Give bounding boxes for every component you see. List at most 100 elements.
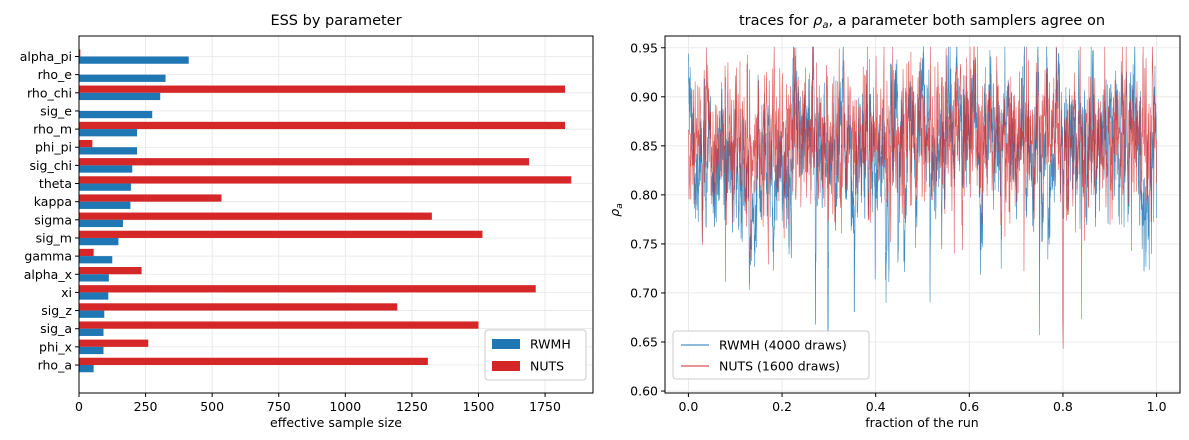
trace-y-tick-label: 0.70 [630,285,658,300]
ess-bar-nuts [79,194,222,202]
ess-bar-rwmh [79,92,161,101]
trace-plot-frame [664,35,1181,394]
trace-x-tick-label: 0.8 [1053,399,1073,414]
ess-bar-rwmh [79,292,109,300]
ess-legend-swatch [492,361,520,371]
ess-x-tick-label: 1500 [463,399,495,414]
ess-y-tick-label: theta [39,176,72,191]
ess-bar-rwmh [79,183,131,191]
ess-y-tick-label: sig_a [40,321,72,336]
ess-legend-label: RWMH [530,337,571,352]
ess-bar-rwmh [79,201,131,209]
ess-x-tick-label: 0 [75,399,83,414]
trace-x-tick-label: 1.0 [1147,399,1167,414]
ess-bar-rwmh [79,219,123,228]
ess-bar-rwmh [79,165,133,173]
trace-legend-label: RWMH (4000 draws) [719,338,847,353]
trace-y-tick-label: 0.75 [630,236,658,251]
trace-y-tick-label: 0.90 [630,89,658,104]
ess-bar-rwmh [79,56,189,64]
ess-bar-rwmh [79,328,104,336]
ess-y-tick-label: rho_e [38,67,73,82]
ess-y-tick-label: sig_chi [30,158,72,173]
ess-x-axis-label: effective sample size [270,415,402,430]
ess-y-tick-label: alpha_x [24,267,72,282]
ess-x-tick-label: 500 [200,399,224,414]
ess-y-ticks: alpha_pi rho_e rho_chi sig_e rho_m phi_pi sig_… [20,49,79,373]
ess-bar-nuts [79,321,479,329]
ess-bar-rwmh [79,110,153,119]
trace-lines [688,46,1157,349]
trace-x-tick-label: 0.2 [772,399,792,414]
trace-chart-title: traces for ρa, a parameter both samplers… [739,13,1105,31]
trace-y-tick-label: 0.60 [630,384,658,399]
rwmh-trace-line [688,46,1157,336]
ess-x-tick-label: 1000 [329,399,361,414]
trace-y-tick-label: 0.85 [630,138,658,153]
ess-bar-nuts [79,49,81,57]
ess-y-tick-label: sigma [34,212,72,227]
trace-legend-label: NUTS (1600 draws) [719,359,840,374]
ess-bar-nuts [79,158,530,166]
ess-legend-label: NUTS [530,359,564,374]
trace-x-tick-label: 0.6 [959,399,979,414]
ess-x-tick-label: 750 [267,399,291,414]
ess-bar-nuts [79,285,536,293]
ess-y-tick-label: gamma [24,249,72,264]
trace-x-axis-label: fraction of the run [865,415,978,430]
ess-bar-nuts [79,139,93,148]
ess-y-tick-label: alpha_pi [20,49,72,64]
ess-bar-nuts [79,267,142,275]
ess-bar-nuts [79,212,432,220]
ess-chart: alpha_pi rho_e rho_chi sig_e rho_m phi_pi sig_… [20,13,594,430]
ess-x-ticks: 0 250 500 750 1000 1250 1500 1750 [75,393,561,414]
trace-y-tick-label: 0.95 [630,40,658,55]
ess-y-tick-label: phi_x [39,339,72,354]
nuts-trace-line [688,46,1157,349]
trace-y-ticks: 0.60 0.65 0.70 0.75 0.80 0.85 0.90 0.95 [630,40,665,399]
ess-bar-nuts [79,339,149,347]
ess-bar-rwmh [79,346,104,355]
ess-bar-rwmh [79,237,119,246]
trace-legend-box [672,330,870,380]
trace-x-ticks: 0.0 0.2 0.4 0.6 0.8 1.0 [678,393,1167,414]
ess-bar-nuts [79,176,572,184]
ess-y-tick-label: phi_pi [35,140,72,155]
ess-bar-nuts [79,303,398,311]
ess-chart-title: ESS by parameter [270,13,401,29]
ess-y-tick-label: kappa [34,194,72,209]
ess-legend: RWMH NUTS [484,329,587,381]
ess-y-tick-label: rho_m [33,122,72,137]
ess-bars [79,49,572,373]
ess-y-tick-label: sig_z [41,303,72,318]
ess-bar-nuts [79,248,94,257]
ess-bar-nuts [79,230,483,238]
trace-y-tick-label: 0.80 [630,187,658,202]
trace-y-tick-label: 0.65 [630,335,658,350]
trace-chart: 0.600.650.700.750.800.850.900.95 0.0 0.2 0… [607,13,1181,430]
ess-bar-nuts [79,85,566,93]
ess-bar-rwmh [79,274,109,282]
ess-y-tick-label: rho_chi [27,85,72,100]
ess-y-tick-label: xi [61,285,72,300]
ess-bar-nuts [79,121,566,130]
ess-x-tick-label: 1750 [529,399,561,414]
trace-legend: RWMH (4000 draws) NUTS (1600 draws) [672,330,870,380]
ess-bar-rwmh [79,256,113,264]
ess-bar-rwmh [79,310,105,318]
trace-y-axis-label: ρa [607,203,625,216]
ess-plot-frame [78,35,594,394]
ess-bar-rwmh [79,365,94,373]
ess-x-tick-label: 250 [134,399,158,414]
ess-y-tick-label: sig_e [40,103,72,118]
ess-legend-swatch [492,339,520,349]
ess-bar-rwmh [79,74,166,82]
ess-y-tick-label: rho_a [38,358,72,373]
ess-y-tick-label: sig_m [36,230,72,245]
trace-x-tick-label: 0.0 [678,399,698,414]
ess-bar-nuts [79,357,428,365]
ess-bar-rwmh [79,147,138,155]
ess-x-tick-label: 1250 [396,399,428,414]
trace-x-tick-label: 0.4 [866,399,886,414]
